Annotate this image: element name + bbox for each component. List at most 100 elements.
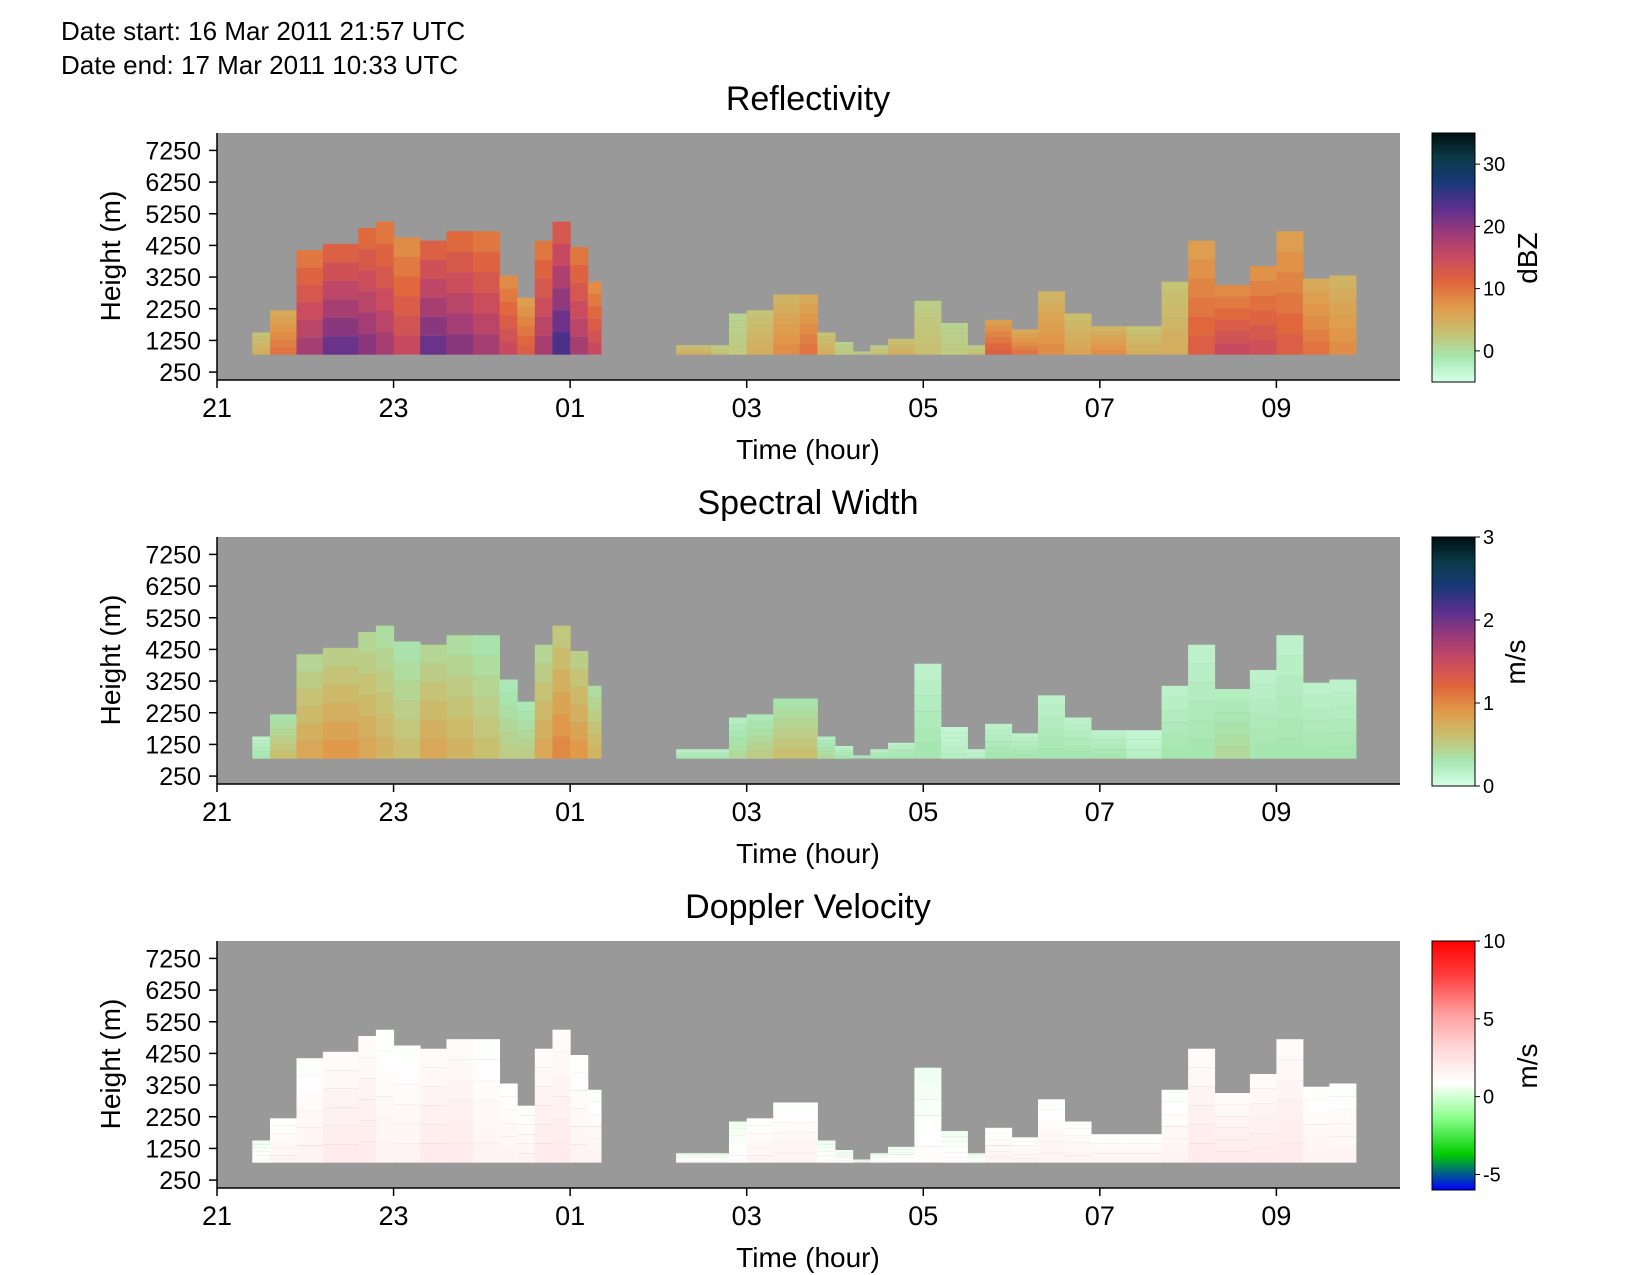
heatmap-cell — [1188, 1067, 1216, 1087]
heatmap-cell — [1161, 746, 1189, 759]
heatmap-cell — [1126, 1148, 1163, 1154]
heatmap-cell — [534, 1105, 553, 1125]
heatmap-cell — [1064, 744, 1092, 752]
heatmap-cell — [534, 1143, 553, 1163]
heatmap-cell — [1276, 292, 1304, 314]
heatmap-cell — [729, 1148, 748, 1156]
heatmap-cell — [517, 711, 536, 721]
heatmap-cell — [570, 1126, 589, 1145]
heatmap-cell — [835, 1160, 854, 1163]
heatmap-cell — [1276, 272, 1304, 293]
heatmap-cell — [1161, 734, 1189, 747]
y-tick-label: 6250 — [145, 573, 201, 601]
heatmap-cell — [420, 1124, 448, 1144]
heatmap-cell — [322, 721, 359, 741]
heatmap-cell — [1329, 1136, 1357, 1150]
heatmap-cell — [517, 1134, 536, 1144]
heatmap-cell — [835, 1158, 854, 1161]
heatmap-cell — [746, 347, 774, 355]
heatmap-cell — [940, 1131, 968, 1137]
heatmap-cell — [967, 353, 986, 355]
heatmap-cell — [1038, 1120, 1065, 1131]
heatmap-cell — [534, 259, 553, 279]
colorbar-tick-label: 30 — [1483, 154, 1505, 176]
heatmap-cell — [711, 345, 730, 347]
heatmap-cell — [1126, 1134, 1163, 1139]
heatmap-cell — [1249, 699, 1277, 715]
heatmap-cell — [1329, 679, 1357, 693]
heatmap-cell — [552, 221, 571, 244]
heatmap-cell — [940, 1136, 968, 1142]
heatmap-cell — [322, 1144, 359, 1163]
heatmap-cell — [1038, 716, 1065, 727]
heatmap-cell — [1038, 1099, 1065, 1110]
heatmap-cell — [967, 755, 986, 758]
heatmap-cell — [270, 1133, 297, 1141]
heatmap-cell — [1126, 349, 1163, 355]
heatmap-cell — [322, 666, 359, 685]
heatmap-cell — [393, 719, 421, 740]
heatmap-cell — [1188, 259, 1216, 279]
heatmap-cell — [967, 348, 986, 350]
heatmap-cell — [358, 632, 377, 654]
heatmap-cell — [473, 717, 500, 739]
colorbar-tick-label: 10 — [1483, 931, 1505, 953]
heatmap-cell — [835, 752, 854, 755]
heatmap-cell — [473, 334, 500, 355]
date-start-label: Date start: — [61, 16, 181, 46]
heatmap-cell — [1276, 635, 1304, 656]
heatmap-cell — [985, 1145, 1013, 1152]
x-tick-label: 01 — [555, 393, 585, 423]
heatmap-cell — [1329, 1149, 1357, 1163]
heatmap-cell — [552, 670, 571, 693]
heatmap-cell — [1011, 1145, 1039, 1150]
spectral-width-ylabel: Height (m) — [95, 595, 126, 726]
heatmap-cell — [870, 753, 889, 756]
heatmap-cell — [552, 647, 571, 670]
heatmap-cell — [729, 1155, 748, 1163]
heatmap-cell — [517, 749, 536, 759]
heatmap-cell — [711, 348, 730, 350]
heatmap-cell — [1064, 1155, 1092, 1163]
heatmap-cell — [358, 1120, 377, 1142]
colorbar-tick-label: -5 — [1483, 1164, 1501, 1186]
reflectivity-colorbar — [1431, 132, 1476, 383]
heatmap-cell — [729, 724, 748, 732]
heatmap-cell — [835, 750, 854, 753]
heatmap-cell — [835, 352, 854, 355]
heatmap-cell — [499, 328, 518, 342]
heatmap-cell — [499, 301, 518, 316]
heatmap-cell — [1302, 316, 1330, 330]
heatmap-cell — [1011, 733, 1039, 738]
heatmap-cell — [552, 1051, 571, 1074]
heatmap-cell — [570, 740, 589, 759]
heatmap-cell — [711, 351, 730, 354]
heatmap-cell — [1038, 291, 1065, 302]
heatmap-cell — [517, 730, 536, 740]
heatmap-cell — [967, 753, 986, 756]
heatmap-cell — [1038, 301, 1065, 313]
heatmap-cell — [252, 343, 271, 348]
heatmap-cell — [252, 736, 271, 741]
heatmap-cell — [1188, 335, 1216, 355]
x-tick-label: 03 — [732, 393, 762, 423]
heatmap-cell — [729, 1128, 748, 1136]
heatmap-cell — [517, 1153, 536, 1163]
heatmap-cell — [375, 1118, 395, 1141]
heatmap-cell — [1091, 326, 1127, 331]
heatmap-cell — [746, 714, 774, 722]
heatmap-cell — [393, 1143, 421, 1163]
heatmap-cell — [1188, 1124, 1216, 1144]
reflectivity-colorbar-label: dBZ — [1512, 232, 1543, 283]
heatmap-cell — [1276, 1059, 1304, 1081]
heatmap-cell — [1302, 278, 1330, 292]
heatmap-cell — [835, 348, 854, 351]
heatmap-cell — [420, 1086, 448, 1106]
heatmap-cell — [711, 346, 730, 349]
heatmap-cell — [676, 750, 712, 753]
heatmap-cell — [473, 1039, 500, 1060]
heatmap-cell — [358, 1099, 377, 1121]
heatmap-cell — [1064, 340, 1092, 348]
heatmap-cell — [1188, 1143, 1216, 1163]
heatmap-cell — [888, 1160, 915, 1163]
